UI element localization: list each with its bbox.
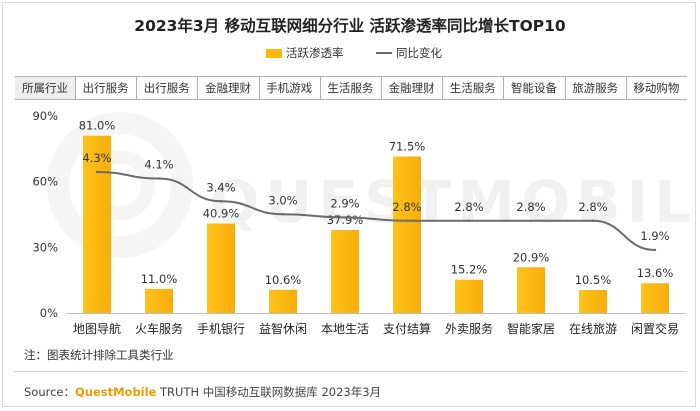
bar-value-label: 13.6% bbox=[637, 266, 674, 280]
industry-divider bbox=[625, 77, 627, 99]
chart-note: 注：图表统计排除工具类行业 bbox=[24, 348, 174, 362]
y-tick-label: 60% bbox=[32, 175, 58, 189]
industry-divider bbox=[319, 77, 321, 99]
industry-cell: 生活服务 bbox=[449, 81, 496, 95]
bar bbox=[579, 290, 607, 313]
x-tick-label: 支付结算 bbox=[383, 321, 431, 336]
line-value-label: 1.9% bbox=[640, 229, 669, 243]
x-tick-label: 益智休闲 bbox=[259, 321, 307, 336]
x-tick-label: 闲置交易 bbox=[631, 321, 679, 336]
industry-cell: 出行服务 bbox=[143, 81, 190, 95]
watermark: QUESTMOBILE bbox=[35, 110, 700, 260]
line-value-label: 2.8% bbox=[516, 200, 545, 214]
line-point bbox=[95, 170, 99, 174]
line-point bbox=[467, 219, 471, 222]
bar-value-label: 20.9% bbox=[513, 250, 550, 264]
industry-divider bbox=[258, 77, 260, 99]
bar-value-label: 81.0% bbox=[79, 119, 116, 133]
chart-frame bbox=[2, 2, 696, 407]
footer-divider bbox=[14, 371, 686, 372]
source-prefix: Source： bbox=[24, 385, 75, 399]
series-line bbox=[96, 171, 656, 251]
line-point bbox=[591, 219, 595, 222]
industry-cell: 金融理财 bbox=[388, 81, 435, 95]
bar bbox=[331, 230, 359, 313]
industry-divider bbox=[381, 77, 382, 99]
bar bbox=[393, 156, 421, 313]
source-rest: TRUTH 中国移动互联网数据库 2023年3月 bbox=[156, 385, 382, 399]
y-tick-label: 30% bbox=[32, 240, 58, 254]
x-tick-label: 外卖服务 bbox=[445, 321, 493, 336]
industry-row: 所属行业 出行服务 出行服务 金融理财 手机游戏 生活服务 金融理财 生活服务 智能设备 旅游服… bbox=[15, 76, 687, 100]
bar-value-label: 11.0% bbox=[141, 272, 178, 286]
industry-cell: 移动购物 bbox=[633, 81, 680, 95]
industry-cell: 旅游服务 bbox=[572, 81, 619, 95]
bar-value-label: 15.2% bbox=[451, 263, 488, 277]
line-value-label: 2.8% bbox=[392, 200, 421, 214]
legend-bar-swatch bbox=[266, 48, 282, 58]
x-tick-label: 火车服务 bbox=[135, 321, 183, 336]
industry-cell: 出行服务 bbox=[82, 81, 129, 95]
line-value-label: 2.9% bbox=[330, 197, 359, 211]
bar bbox=[455, 279, 483, 313]
industry-divider bbox=[75, 77, 76, 99]
line-point bbox=[405, 219, 409, 222]
x-tick-label: 手机银行 bbox=[197, 322, 245, 336]
industry-cell: 生活服务 bbox=[327, 81, 374, 95]
line-value-label: 4.3% bbox=[82, 151, 111, 165]
source-brand: QuestMobile bbox=[75, 385, 157, 399]
x-tick-label: 本地生活 bbox=[321, 322, 369, 336]
chart-source: Source：QuestMobile TRUTH 中国移动互联网数据库 2023… bbox=[24, 384, 381, 400]
bar-value-label: 37.9% bbox=[327, 213, 364, 227]
bar bbox=[83, 135, 111, 313]
industry-cell: 智能设备 bbox=[510, 81, 557, 95]
legend-line-label: 同比变化 bbox=[396, 46, 442, 60]
y-tick-label: 0% bbox=[40, 306, 58, 320]
bar bbox=[145, 288, 173, 313]
industry-divider bbox=[136, 77, 138, 99]
line-point bbox=[529, 219, 533, 222]
industry-divider bbox=[197, 77, 199, 99]
x-tick-label: 智能家居 bbox=[507, 321, 555, 336]
x-tick-label: 地图导航 bbox=[73, 321, 121, 336]
bar-value-label: 40.9% bbox=[203, 206, 240, 220]
industry-divider bbox=[564, 77, 566, 99]
industry-divider bbox=[503, 77, 505, 99]
bar bbox=[517, 267, 545, 313]
line-point bbox=[343, 216, 347, 219]
legend-line-swatch bbox=[376, 52, 392, 54]
bar bbox=[641, 283, 669, 313]
line-value-label: 2.8% bbox=[454, 200, 483, 214]
line-point bbox=[157, 177, 161, 180]
industry-cell: 金融理财 bbox=[204, 81, 251, 95]
industry-divider bbox=[442, 77, 444, 99]
line-point bbox=[281, 213, 285, 216]
chart-title: 2023年3月 移动互联网细分行业 活跃渗透率同比增长TOP10 bbox=[134, 17, 566, 35]
legend-bar-item: 活跃渗透率 bbox=[266, 45, 344, 61]
legend-bar-label: 活跃渗透率 bbox=[286, 46, 344, 60]
line-value-label: 4.1% bbox=[144, 158, 173, 172]
y-tick-label: 90% bbox=[32, 109, 58, 123]
line-value-label: 3.4% bbox=[206, 180, 235, 194]
bar-value-label: 71.5% bbox=[389, 139, 426, 153]
industry-header: 所属行业 bbox=[15, 77, 75, 99]
line-value-label: 3.0% bbox=[268, 193, 297, 207]
legend-line-item: 同比变化 bbox=[376, 45, 442, 61]
x-tick-label: 在线旅游 bbox=[569, 322, 617, 336]
line-point bbox=[219, 200, 223, 203]
line-point bbox=[653, 248, 657, 252]
industry-cell: 手机游戏 bbox=[266, 81, 313, 95]
line-value-label: 2.8% bbox=[578, 200, 607, 214]
bar-value-label: 10.6% bbox=[265, 273, 302, 287]
chart-legend: 活跃渗透率 同比变化 bbox=[0, 45, 700, 61]
bar bbox=[207, 223, 235, 313]
watermark-text: QUESTMOBILE bbox=[210, 168, 700, 236]
bar-value-label: 10.5% bbox=[575, 273, 612, 287]
bar bbox=[269, 289, 297, 313]
